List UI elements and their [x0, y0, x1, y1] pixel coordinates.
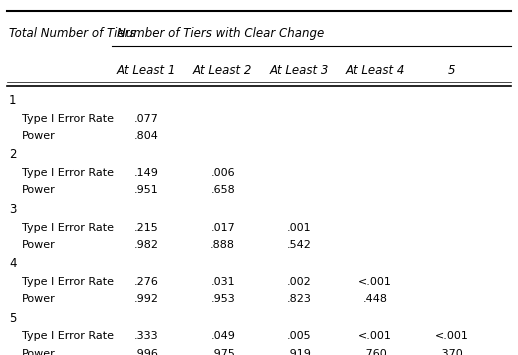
Text: Power: Power	[22, 349, 56, 355]
Text: .031: .031	[210, 277, 235, 287]
Text: .215: .215	[134, 223, 159, 233]
Text: .017: .017	[210, 223, 235, 233]
Text: .992: .992	[134, 294, 159, 304]
Text: Power: Power	[22, 185, 56, 195]
Text: At Least 2: At Least 2	[193, 64, 252, 77]
Text: 1: 1	[9, 94, 17, 107]
Text: 4: 4	[9, 257, 17, 270]
Text: 2: 2	[9, 148, 17, 162]
Text: .333: .333	[134, 331, 159, 341]
Text: <.001: <.001	[358, 277, 392, 287]
Text: .760: .760	[363, 349, 387, 355]
Text: At Least 4: At Least 4	[346, 64, 405, 77]
Text: Type I Error Rate: Type I Error Rate	[22, 331, 114, 341]
Text: .005: .005	[286, 331, 311, 341]
Text: .448: .448	[363, 294, 388, 304]
Text: .370: .370	[439, 349, 464, 355]
Text: 5: 5	[9, 312, 17, 325]
Text: .001: .001	[286, 223, 311, 233]
Text: <.001: <.001	[435, 331, 468, 341]
Text: At Least 1: At Least 1	[117, 64, 176, 77]
Text: Power: Power	[22, 240, 56, 250]
Text: Type I Error Rate: Type I Error Rate	[22, 168, 114, 178]
Text: .804: .804	[134, 131, 159, 141]
Text: 3: 3	[9, 203, 17, 216]
Text: Type I Error Rate: Type I Error Rate	[22, 114, 114, 124]
Text: .823: .823	[286, 294, 311, 304]
Text: .149: .149	[134, 168, 159, 178]
Text: Number of Tiers with Clear Change: Number of Tiers with Clear Change	[117, 27, 325, 40]
Text: .049: .049	[210, 331, 235, 341]
Text: .975: .975	[210, 349, 235, 355]
Text: Type I Error Rate: Type I Error Rate	[22, 223, 114, 233]
Text: .276: .276	[134, 277, 159, 287]
Text: .996: .996	[134, 349, 159, 355]
Text: .077: .077	[134, 114, 159, 124]
Text: 5: 5	[448, 64, 455, 77]
Text: .888: .888	[210, 240, 235, 250]
Text: <.001: <.001	[358, 331, 392, 341]
Text: .542: .542	[286, 240, 311, 250]
Text: Power: Power	[22, 294, 56, 304]
Text: .953: .953	[210, 294, 235, 304]
Text: .951: .951	[134, 185, 159, 195]
Text: .982: .982	[134, 240, 159, 250]
Text: At Least 3: At Least 3	[269, 64, 328, 77]
Text: .002: .002	[286, 277, 311, 287]
Text: .006: .006	[210, 168, 235, 178]
Text: Power: Power	[22, 131, 56, 141]
Text: .658: .658	[210, 185, 235, 195]
Text: Total Number of Tiers: Total Number of Tiers	[9, 27, 136, 40]
Text: .919: .919	[286, 349, 311, 355]
Text: Type I Error Rate: Type I Error Rate	[22, 277, 114, 287]
